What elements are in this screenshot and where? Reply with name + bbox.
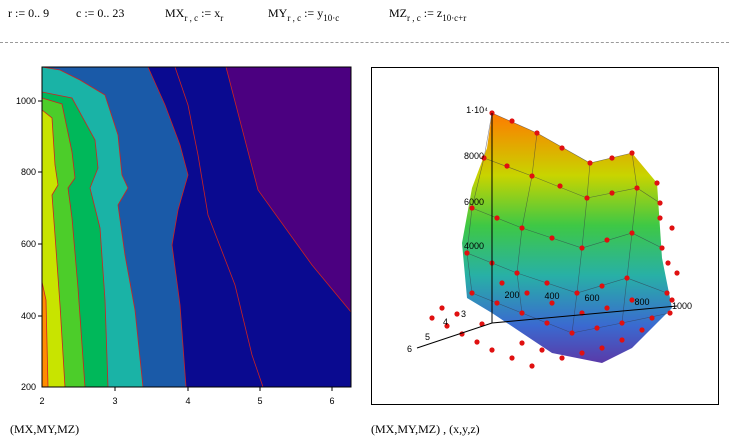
contour-line-3 [147, 66, 189, 388]
contour-y-tick: 400 [21, 311, 36, 321]
contour-x-tick: 5 [257, 396, 262, 406]
contour-line-7 [41, 109, 66, 388]
contour-caption[interactable]: (MX,MY,MZ) [10, 422, 80, 436]
contour-lines [41, 66, 352, 388]
my-rhs-subscript: 10·c [323, 13, 340, 23]
surface-y-ticks: 200 400 600 800 1000 [504, 290, 692, 311]
mx-lhs: MX [165, 6, 185, 20]
surface-mesh [462, 113, 672, 363]
mx-rhs: := x [198, 6, 221, 20]
surface-x-tick: 4 [443, 317, 448, 327]
contour-line-1 [225, 66, 352, 313]
contour-y-tick: 600 [21, 239, 36, 249]
band-orange [42, 282, 48, 387]
my-subscript: r , c [287, 13, 302, 23]
contour-x-ticks: 2 3 4 5 6 [39, 396, 334, 406]
surface-axes [416, 113, 678, 349]
mz-subscript: r , c [407, 13, 421, 23]
band-yellow-top [42, 140, 48, 188]
contour-x-tick: 3 [112, 396, 117, 406]
contour-line-6 [41, 97, 86, 388]
contour-x-tick: 2 [39, 396, 44, 406]
surface-caption[interactable]: (MX,MY,MZ) , (x,y,z) [371, 422, 480, 436]
surface-y-tick: 600 [584, 293, 599, 303]
mx-definition[interactable]: MXr , c := xr [165, 6, 223, 23]
surface-z-tick: 6000 [464, 197, 484, 207]
contour-tick-marks [38, 100, 333, 391]
surface-x-tick: 3 [461, 309, 466, 319]
mx-subscript: r , c [184, 13, 199, 23]
surface-plot-frame[interactable]: 1·10⁴ 8000 6000 4000 200 400 600 800 100… [371, 67, 719, 405]
contour-x-tick: 6 [329, 396, 334, 406]
surface-y-tick: 1000 [672, 301, 692, 311]
contour-frame [41, 66, 352, 388]
surface-z-tick: 1·10⁴ [466, 105, 488, 115]
my-definition[interactable]: MYr , c := y10·c [268, 6, 339, 23]
mz-rhs: := z [420, 6, 443, 20]
r-range-definition[interactable]: r := 0.. 9 [8, 6, 50, 20]
surface-z-ticks: 1·10⁴ 8000 6000 4000 [464, 105, 488, 251]
contour-x-tick: 4 [185, 396, 190, 406]
my-rhs: := y [301, 6, 324, 20]
definitions-bar: r := 0.. 9 c := 0.. 23 MXr , c := xr MYr… [0, 0, 729, 40]
surface-y-tick: 200 [504, 290, 519, 300]
surface-x-ticks: 3 4 5 6 [407, 309, 466, 354]
band-purple [226, 67, 351, 312]
contour-y-ticks: 200 400 600 800 1000 [16, 96, 36, 392]
mz-lhs: MZ [389, 6, 407, 20]
surface-y-tick: 400 [544, 291, 559, 301]
surface-y-tick: 800 [634, 297, 649, 307]
mx-rhs-subscript: r [220, 13, 224, 23]
contour-line-8 [41, 281, 49, 388]
surface-plot: 1·10⁴ 8000 6000 4000 200 400 600 800 100… [407, 105, 692, 369]
mz-definition[interactable]: MZr , c := z10·c+r [389, 6, 466, 23]
c-range-definition[interactable]: c := 0.. 23 [76, 6, 125, 20]
mz-rhs-subscript: 10·c+r [442, 13, 467, 23]
data-points [429, 110, 680, 369]
region-separator [0, 42, 729, 43]
surface-z-tick: 4000 [464, 241, 484, 251]
my-lhs: MY [268, 6, 288, 20]
contour-line-4 [41, 66, 144, 388]
contour-y-tick: 1000 [16, 96, 36, 106]
surface-x-tick: 6 [407, 344, 412, 354]
surface-x-tick: 5 [425, 332, 430, 342]
surface-z-tick: 8000 [464, 151, 484, 161]
contour-y-tick: 800 [21, 167, 36, 177]
contour-bands [42, 67, 351, 387]
contour-line-2 [174, 66, 264, 388]
contour-plot[interactable]: 2 3 4 5 6 200 400 600 800 1000 [0, 60, 360, 412]
contour-y-tick: 200 [21, 382, 36, 392]
contour-line-5 [41, 91, 109, 388]
band-dark-blue [42, 67, 351, 387]
